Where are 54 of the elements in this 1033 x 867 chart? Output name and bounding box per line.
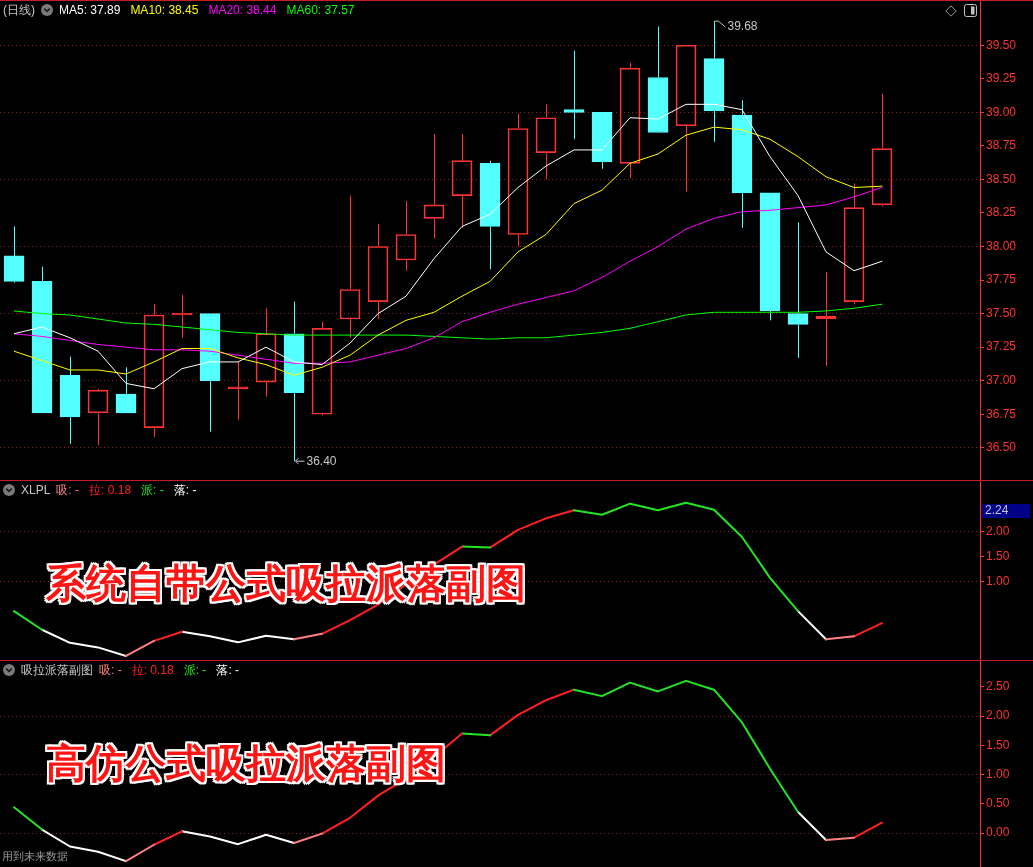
text: 派: - <box>183 663 207 677</box>
text: 吸: - <box>99 663 122 677</box>
candlestick <box>31 266 53 414</box>
candlestick <box>59 356 81 445</box>
y-tick-label: 0.00 <box>986 825 1010 840</box>
text: MA5: 37.89 <box>59 3 121 17</box>
text: 系统自带公式吸拉派落副图 <box>46 560 526 606</box>
y-tick-label: 36.50 <box>986 440 1017 455</box>
y-tick-label: 37.75 <box>986 272 1017 287</box>
y-tick-label: 36.75 <box>986 406 1017 421</box>
text: 拉: 0.18 <box>131 663 174 677</box>
annotation: 39.68 <box>727 19 758 34</box>
text: 派: - <box>141 483 164 497</box>
candlestick <box>479 160 501 270</box>
text: MA60: 37.57 <box>286 3 355 17</box>
candlestick <box>591 112 613 170</box>
y-tick-label: 2.00 <box>986 708 1010 723</box>
candlestick <box>647 25 669 133</box>
y-tick-label: 1.00 <box>986 766 1010 781</box>
y-tick-label: 39.00 <box>986 104 1017 119</box>
candlestick <box>563 50 585 140</box>
text: 拉: 0.18 <box>89 483 132 497</box>
candlestick <box>731 99 753 229</box>
y-tick-label: 39.50 <box>986 37 1017 52</box>
annotation: 用到未来数据 <box>2 850 68 863</box>
chart-title: XLPL <box>21 483 51 497</box>
text: 落: - <box>173 483 197 497</box>
y-tick-label: 1.50 <box>986 548 1010 563</box>
text: MA10: 38.45 <box>130 3 199 17</box>
text: MA20: 38.44 <box>208 3 277 17</box>
candlestick <box>3 225 25 282</box>
y-tick-label: 37.25 <box>986 339 1017 354</box>
text: 吸: - <box>56 483 80 497</box>
annotation: 36.40 <box>306 453 337 468</box>
y-tick-label: 38.00 <box>986 238 1017 253</box>
text: 落: - <box>216 663 240 677</box>
chart-title: (日线) <box>3 3 35 17</box>
y-tick-label: 38.75 <box>986 138 1017 153</box>
y-tick-label: 2.00 <box>986 523 1010 538</box>
candlestick <box>703 20 725 143</box>
y-tick-label: 39.25 <box>986 71 1017 86</box>
text: 2.24 <box>985 503 1009 518</box>
chart-title: 吸拉派落副图 <box>21 663 93 677</box>
candlestick <box>787 221 809 359</box>
candlestick <box>227 361 249 421</box>
y-tick-label: 1.00 <box>986 574 1010 589</box>
y-tick-label: 37.50 <box>986 305 1017 320</box>
y-tick-label: 38.25 <box>986 205 1017 220</box>
candlestick <box>115 366 137 414</box>
y-tick-label: 1.50 <box>986 737 1010 752</box>
y-tick-label: 38.50 <box>986 171 1017 186</box>
y-tick-label: 0.50 <box>986 796 1010 811</box>
y-tick-label: 37.00 <box>986 373 1017 388</box>
y-tick-label: 2.50 <box>986 679 1010 694</box>
